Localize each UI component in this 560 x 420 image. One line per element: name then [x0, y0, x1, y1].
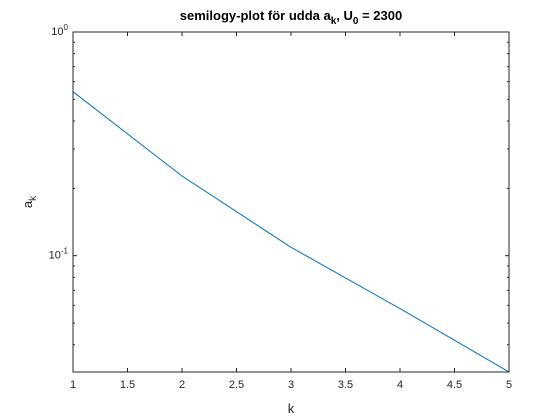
- x-axis-label: k: [288, 401, 295, 416]
- x-tick-label: 2.5: [229, 379, 244, 391]
- y-tick-label: 10-1: [49, 247, 69, 262]
- y-tick-label: 100: [51, 23, 68, 38]
- series-line: [72, 91, 510, 373]
- x-tick-label: 1: [70, 379, 76, 391]
- x-tick-label: 4.5: [447, 379, 462, 391]
- x-tick-label: 2: [179, 379, 185, 391]
- x-tick-label: 3.5: [338, 379, 353, 391]
- x-tick-label: 4: [397, 379, 403, 391]
- y-axis-label: ak: [20, 195, 39, 208]
- plot-background: [73, 32, 509, 372]
- x-ticks: 1 1.5 2 2.5 3 3.5 4 4.5 5: [70, 32, 512, 391]
- series-layer: [72, 91, 510, 373]
- x-tick-label: 5: [506, 379, 512, 391]
- y-ticks: 100 10-1: [49, 23, 509, 346]
- chart-title: semilogy-plot för udda ak, U0 = 2300: [180, 8, 402, 27]
- x-tick-label: 1.5: [120, 379, 135, 391]
- x-tick-label: 3: [288, 379, 294, 391]
